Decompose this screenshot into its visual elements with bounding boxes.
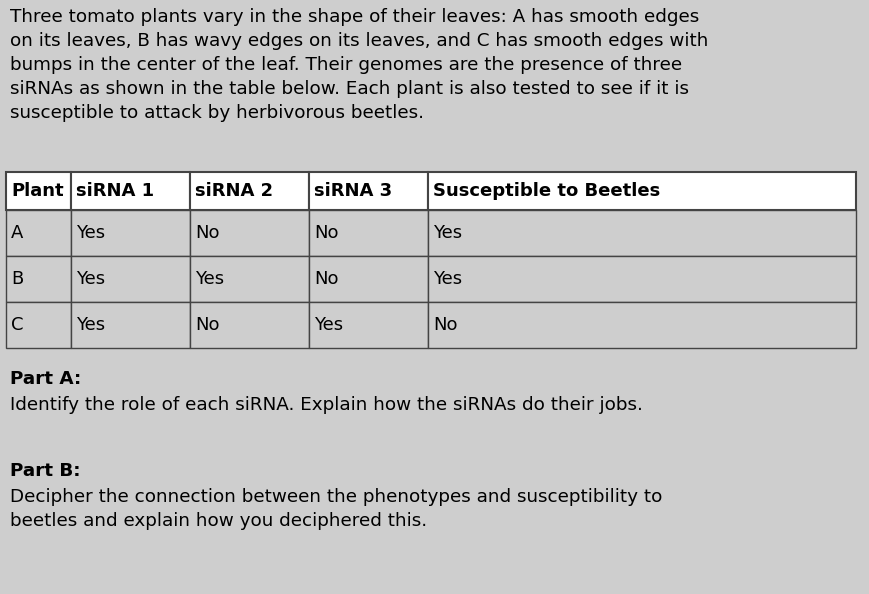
- Text: siRNA 1: siRNA 1: [76, 182, 154, 200]
- Text: B: B: [11, 270, 23, 288]
- Text: No: No: [195, 224, 219, 242]
- Text: No: No: [195, 316, 219, 334]
- Text: siRNA 2: siRNA 2: [195, 182, 273, 200]
- Text: Yes: Yes: [76, 224, 105, 242]
- Text: Identify the role of each siRNA. Explain how the siRNAs do their jobs.: Identify the role of each siRNA. Explain…: [10, 396, 642, 414]
- Text: siRNA 3: siRNA 3: [314, 182, 392, 200]
- Text: Decipher the connection between the phenotypes and susceptibility to
beetles and: Decipher the connection between the phen…: [10, 488, 661, 530]
- Text: A: A: [11, 224, 23, 242]
- Text: Yes: Yes: [432, 224, 461, 242]
- Text: Part A:: Part A:: [10, 370, 81, 388]
- Text: Yes: Yes: [76, 316, 105, 334]
- Text: Plant: Plant: [11, 182, 63, 200]
- Text: C: C: [11, 316, 23, 334]
- Text: No: No: [432, 316, 457, 334]
- Text: Yes: Yes: [195, 270, 223, 288]
- Text: No: No: [314, 224, 338, 242]
- Text: Yes: Yes: [432, 270, 461, 288]
- Text: Three tomato plants vary in the shape of their leaves: A has smooth edges
on its: Three tomato plants vary in the shape of…: [10, 8, 707, 122]
- Text: Yes: Yes: [76, 270, 105, 288]
- Text: Yes: Yes: [314, 316, 342, 334]
- Text: Susceptible to Beetles: Susceptible to Beetles: [432, 182, 660, 200]
- Text: Part B:: Part B:: [10, 462, 81, 480]
- Text: No: No: [314, 270, 338, 288]
